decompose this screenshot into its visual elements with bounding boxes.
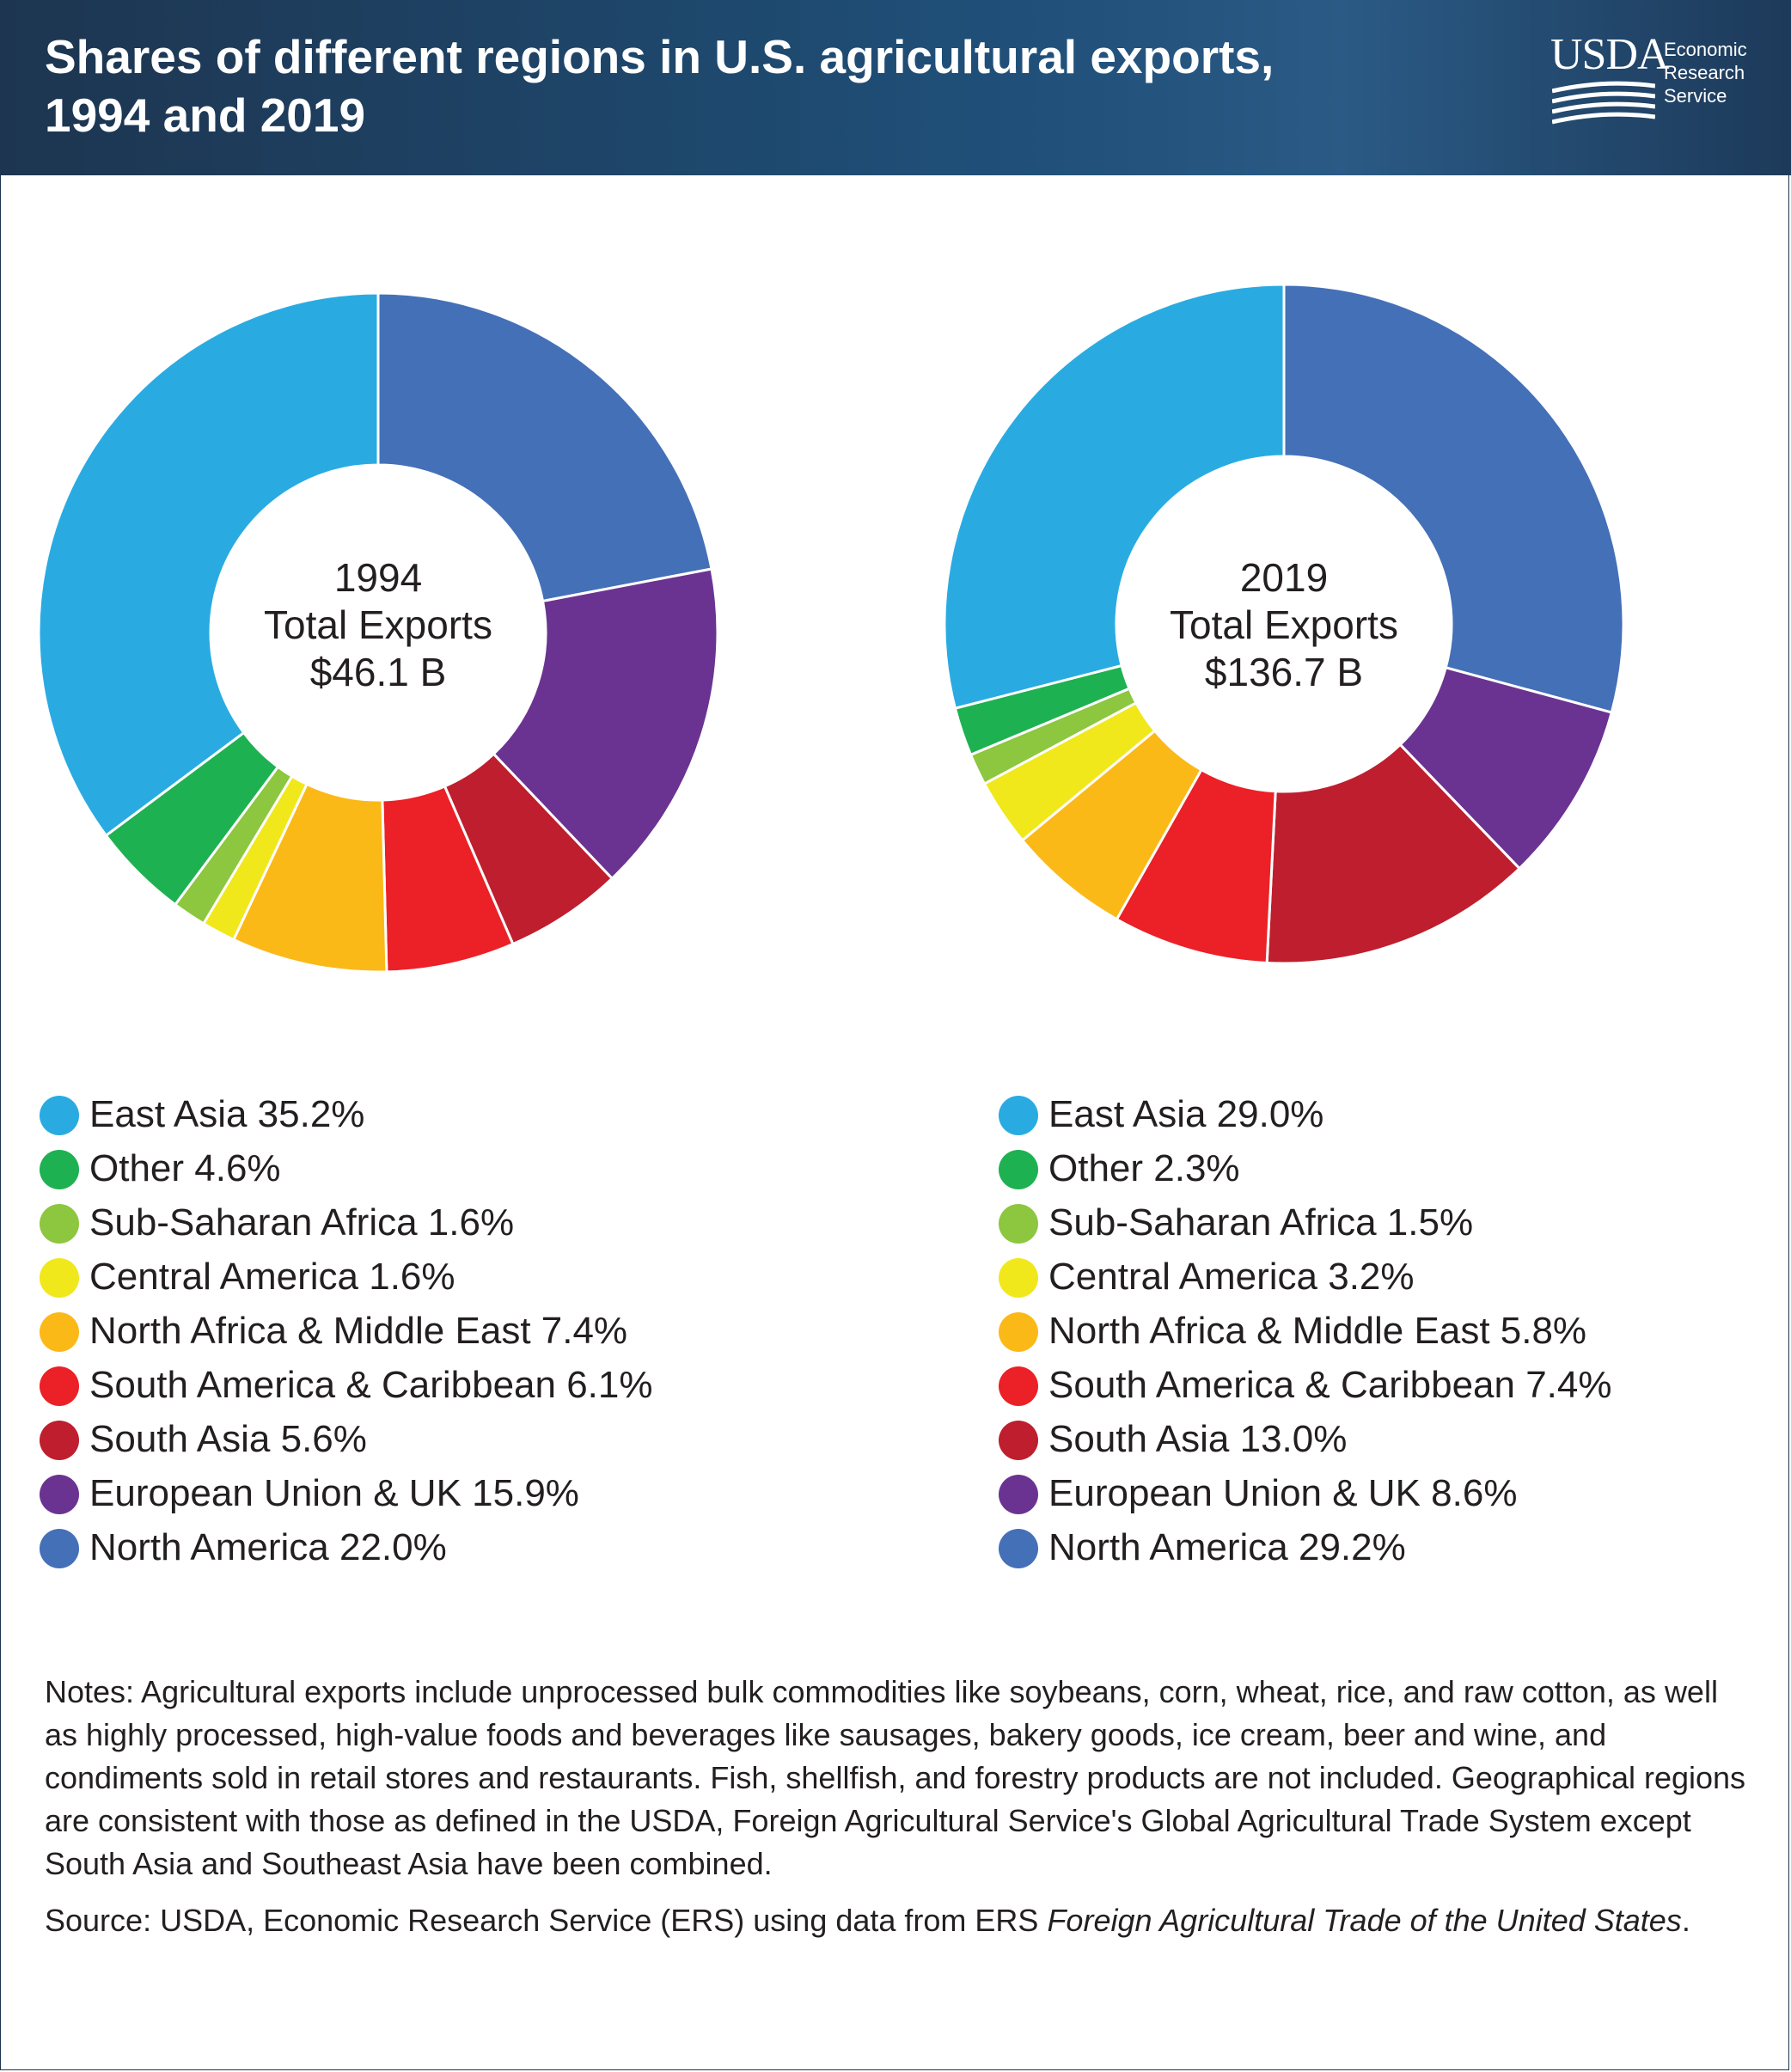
ers-name-line-3: Service xyxy=(1664,85,1727,107)
center-year-2019: 2019 xyxy=(1240,555,1328,600)
legend-label: European Union & UK 15.9% xyxy=(89,1472,579,1514)
legend-swatch xyxy=(999,1421,1038,1460)
legend-label: Central America 3.2% xyxy=(1048,1256,1415,1298)
legend-swatch xyxy=(40,1150,79,1189)
legend-label: Sub-Saharan Africa 1.5% xyxy=(1048,1201,1474,1244)
legend-swatch xyxy=(999,1204,1038,1244)
center-total-1994: $46.1 B xyxy=(310,650,447,694)
slice-2019-south-asia xyxy=(1265,743,1522,965)
legend-label: East Asia 35.2% xyxy=(89,1093,365,1135)
notes-block: Notes: Agricultural exports include unpr… xyxy=(45,1671,1755,1942)
source-suffix: . xyxy=(1681,1903,1690,1938)
notes-text: Notes: Agricultural exports include unpr… xyxy=(45,1674,1746,1881)
legend-swatch xyxy=(40,1529,79,1568)
legend-label: South America & Caribbean 7.4% xyxy=(1048,1364,1612,1406)
title-line-2: 1994 and 2019 xyxy=(45,89,366,142)
legend-label: North Africa & Middle East 5.8% xyxy=(1048,1310,1587,1352)
legend-swatch xyxy=(999,1258,1038,1298)
legend-label: South America & Caribbean 6.1% xyxy=(89,1364,653,1406)
ers-name: Economic Research Service xyxy=(1664,38,1776,107)
slice-1994-east-asia xyxy=(37,291,380,838)
chart-title: Shares of different regions in U.S. agri… xyxy=(45,28,1506,144)
donut-slices-2019 xyxy=(943,283,1625,965)
donut-chart-2019: 2019 Total Exports $136.7 B xyxy=(943,283,1625,965)
usda-ers-logo: USDA Economic Research Service xyxy=(1550,31,1774,125)
slice-2019-north-america xyxy=(1282,283,1625,714)
title-line-1: Shares of different regions in U.S. agri… xyxy=(45,30,1274,83)
legend-swatch xyxy=(40,1312,79,1352)
usda-landscape-icon xyxy=(1552,81,1655,125)
center-label-1994: Total Exports xyxy=(264,602,492,647)
legend-label: South Asia 13.0% xyxy=(1048,1418,1348,1460)
legend-label: Other 4.6% xyxy=(89,1147,281,1189)
legend-label: North America 22.0% xyxy=(89,1526,447,1568)
slice-1994-north-america xyxy=(376,291,713,603)
legend-swatch xyxy=(999,1366,1038,1406)
center-label-2019: Total Exports xyxy=(1170,602,1398,647)
legend-label: European Union & UK 8.6% xyxy=(1048,1472,1518,1514)
legend-swatch xyxy=(999,1150,1038,1189)
source-title: Foreign Agricultural Trade of the United… xyxy=(1047,1903,1682,1938)
donut-chart-1994: 1994 Total Exports $46.1 B xyxy=(37,291,719,974)
slice-2019-east-asia xyxy=(943,283,1286,711)
legend-swatch xyxy=(999,1475,1038,1514)
source-text: Source: USDA, Economic Research Service … xyxy=(45,1899,1755,1942)
center-year-1994: 1994 xyxy=(334,555,422,600)
legend-label: South Asia 5.6% xyxy=(89,1418,367,1460)
legend-swatch xyxy=(999,1529,1038,1568)
legend-swatch xyxy=(999,1096,1038,1135)
legend-label: Sub-Saharan Africa 1.6% xyxy=(89,1201,515,1244)
donut-slices-1994 xyxy=(37,291,719,974)
legend-label: Other 2.3% xyxy=(1048,1147,1240,1189)
slice-1994-european-union-and-uk xyxy=(492,567,719,881)
legend-label: East Asia 29.0% xyxy=(1048,1093,1324,1135)
legend-swatch xyxy=(999,1312,1038,1352)
header-banner: Shares of different regions in U.S. agri… xyxy=(0,0,1791,175)
legend-swatch xyxy=(40,1204,79,1244)
legend-swatch xyxy=(40,1366,79,1406)
center-total-2019: $136.7 B xyxy=(1205,650,1363,694)
legend-label: North Africa & Middle East 7.4% xyxy=(89,1310,628,1352)
legend-label: Central America 1.6% xyxy=(89,1256,455,1298)
legend-swatch xyxy=(40,1096,79,1135)
usda-wordmark: USDA xyxy=(1550,30,1670,79)
legend-swatch xyxy=(40,1421,79,1460)
source-prefix: Source: USDA, Economic Research Service … xyxy=(45,1903,1048,1938)
legend-swatch xyxy=(40,1475,79,1514)
legend-label: North America 29.2% xyxy=(1048,1526,1406,1568)
ers-name-line-1: Economic xyxy=(1664,39,1747,60)
legend-swatch xyxy=(40,1258,79,1298)
ers-name-line-2: Research xyxy=(1664,62,1745,83)
